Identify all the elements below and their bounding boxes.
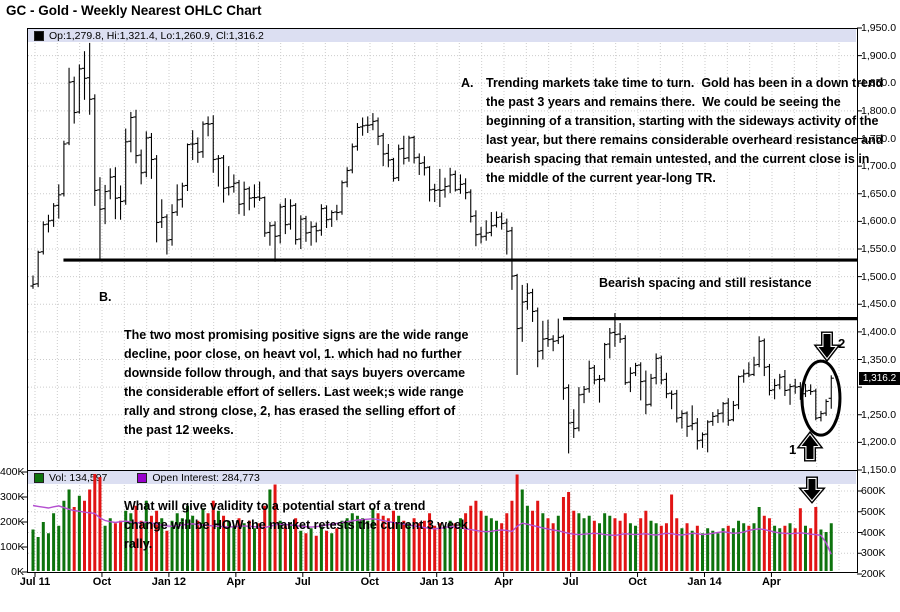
arrow-2-label: 2 <box>838 336 846 351</box>
annotation-a: A. Trending markets take time to turn. G… <box>461 74 886 188</box>
down-arrow-2-icon <box>818 334 836 358</box>
annotation-b-text: The two most promising positive signs ar… <box>124 288 471 592</box>
annotation-b: B. The two most promising positive signs… <box>99 288 471 592</box>
annotation-b-paragraph-2: What will give validity to a potential s… <box>124 499 472 551</box>
ohlc-legend-swatch-icon <box>34 30 44 41</box>
volume-down-arrow-icon <box>803 479 821 500</box>
annotation-b-paragraph-1: The two most promising positive signs ar… <box>124 328 472 437</box>
ohlc-legend-text: Op:1,279.8, Hi:1,321.4, Lo:1,260.9, Cl:1… <box>49 29 264 42</box>
up-arrow-1-icon <box>801 435 819 459</box>
current-price-tag: 1,316.2 <box>859 371 900 385</box>
volume-legend-swatch-icon <box>34 472 44 483</box>
ellipse-marker <box>800 359 842 437</box>
annotation-a-text: Trending markets take time to turn. Gold… <box>486 76 887 185</box>
annotation-a-prefix: A. <box>461 76 474 90</box>
open-interest-legend-text: Open Interest: 284,773 <box>152 471 260 484</box>
annotation-b-prefix: B. <box>99 290 112 304</box>
chart-title: GC - Gold - Weekly Nearest OHLC Chart <box>6 3 262 18</box>
volume-legend-strip: Vol: 134,597 Open Interest: 284,773 <box>28 471 856 484</box>
bearish-spacing-label: Bearish spacing and still resistance <box>599 276 812 290</box>
price-legend-strip: Op:1,279.8, Hi:1,321.4, Lo:1,260.9, Cl:1… <box>28 29 856 42</box>
open-interest-legend-swatch-icon <box>137 472 148 483</box>
arrow-1-label: 1 <box>789 442 797 457</box>
volume-legend-text: Vol: 134,597 <box>49 471 108 484</box>
